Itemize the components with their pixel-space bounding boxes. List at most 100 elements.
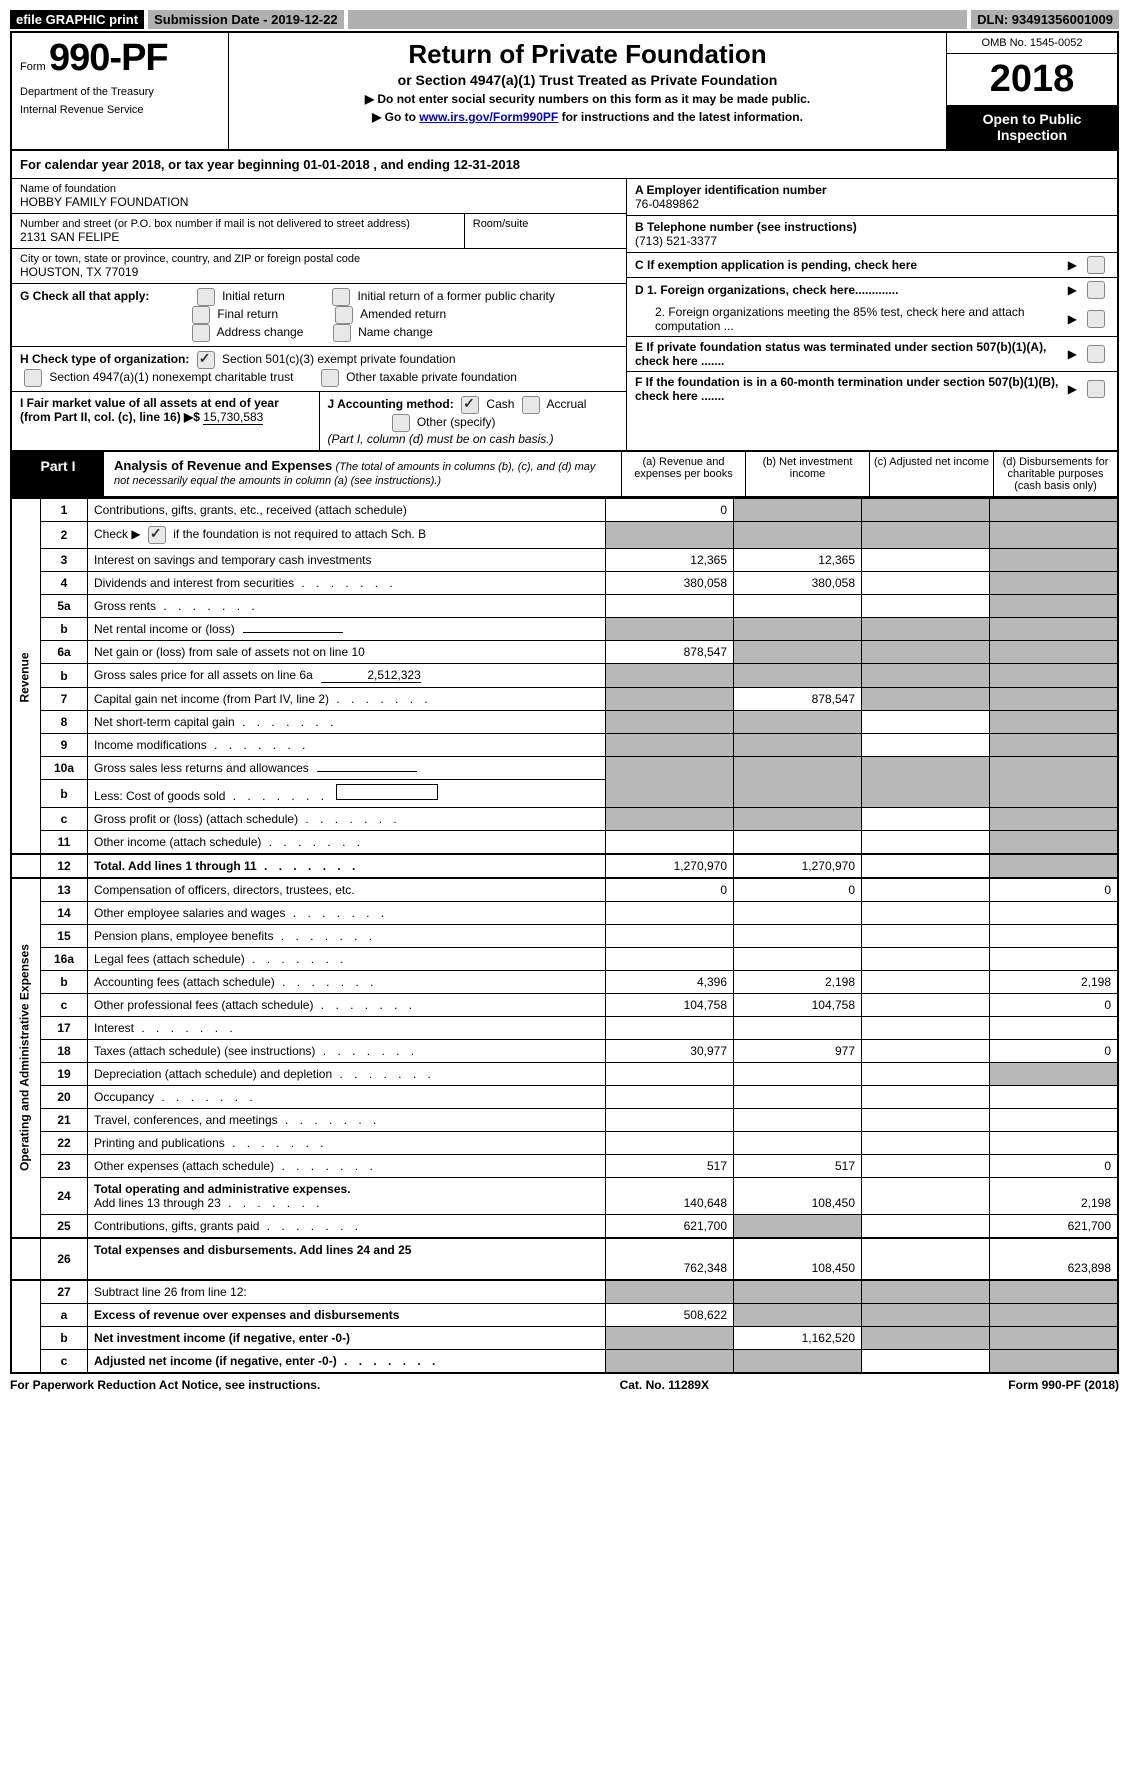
j-label: J Accounting method: bbox=[328, 397, 454, 411]
amt-a: 878,547 bbox=[606, 641, 734, 664]
form-header: Form 990-PF Department of the Treasury I… bbox=[10, 31, 1119, 151]
addr-label: Number and street (or P.O. box number if… bbox=[20, 218, 456, 230]
table-row: 14Other employee salaries and wages bbox=[11, 902, 1118, 925]
line-desc: Total. Add lines 1 through 11 bbox=[88, 854, 606, 878]
cb-85-test[interactable] bbox=[1087, 310, 1105, 328]
line-desc: Dividends and interest from securities bbox=[88, 572, 606, 595]
cb-initial-return[interactable] bbox=[197, 288, 215, 306]
line-desc: Capital gain net income (from Part IV, l… bbox=[88, 688, 606, 711]
amt-b: 1,270,970 bbox=[734, 854, 862, 878]
cb-final-return[interactable] bbox=[192, 306, 210, 324]
table-row: Operating and Administrative Expenses 13… bbox=[11, 878, 1118, 902]
section-g: G Check all that apply: Initial return I… bbox=[12, 284, 626, 347]
irs-link[interactable]: www.irs.gov/Form990PF bbox=[419, 110, 558, 124]
footer-right: Form 990-PF (2018) bbox=[1008, 1378, 1119, 1392]
part1-header: Part I Analysis of Revenue and Expenses … bbox=[10, 452, 1119, 498]
omb-number: OMB No. 1545-0052 bbox=[947, 33, 1117, 54]
cb-other-method[interactable] bbox=[392, 414, 410, 432]
table-row: 26 Total expenses and disbursements. Add… bbox=[11, 1238, 1118, 1280]
cb-other-taxable[interactable] bbox=[321, 369, 339, 387]
table-row: 6a Net gain or (loss) from sale of asset… bbox=[11, 641, 1118, 664]
table-row: 20Occupancy bbox=[11, 1086, 1118, 1109]
amt-b: 878,547 bbox=[734, 688, 862, 711]
line-desc: Other income (attach schedule) bbox=[88, 831, 606, 855]
amt-b: 12,365 bbox=[734, 549, 862, 572]
cb-amended[interactable] bbox=[335, 306, 353, 324]
line-num: 10a bbox=[41, 757, 88, 780]
table-row: Revenue 1 Contributions, gifts, grants, … bbox=[11, 499, 1118, 522]
line-num: 1 bbox=[41, 499, 88, 522]
cb-exemption-pending[interactable] bbox=[1087, 256, 1105, 274]
table-row: 27Subtract line 26 from line 12: bbox=[11, 1280, 1118, 1304]
submission-date: Submission Date - 2019-12-22 bbox=[148, 10, 344, 29]
table-row: bAccounting fees (attach schedule) 4,396… bbox=[11, 971, 1118, 994]
table-row: aExcess of revenue over expenses and dis… bbox=[11, 1304, 1118, 1327]
line-num: b bbox=[41, 664, 88, 688]
line-num: 9 bbox=[41, 734, 88, 757]
goto-line: ▶ Go to www.irs.gov/Form990PF for instru… bbox=[235, 110, 940, 124]
table-row: 17Interest bbox=[11, 1017, 1118, 1040]
table-row: 5a Gross rents bbox=[11, 595, 1118, 618]
efile-label: efile GRAPHIC print bbox=[10, 10, 144, 29]
expenses-sidebar: Operating and Administrative Expenses bbox=[11, 878, 41, 1238]
table-row: 15Pension plans, employee benefits bbox=[11, 925, 1118, 948]
name-label: Name of foundation bbox=[20, 183, 618, 195]
goto-suffix: for instructions and the latest informat… bbox=[562, 110, 803, 124]
cogs-input[interactable] bbox=[336, 784, 438, 800]
amt-c bbox=[862, 499, 990, 522]
amt-b: 380,058 bbox=[734, 572, 862, 595]
table-row: 2 Check ▶ if the foundation is not requi… bbox=[11, 522, 1118, 549]
j-cash: Cash bbox=[486, 397, 514, 411]
amt-a: 0 bbox=[606, 878, 734, 902]
line-desc: Interest on savings and temporary cash i… bbox=[88, 549, 606, 572]
cb-terminated[interactable] bbox=[1087, 345, 1105, 363]
public-inspection: Open to Public Inspection bbox=[947, 105, 1117, 149]
ein-value: 76-0489862 bbox=[635, 197, 1109, 211]
line-desc: Check ▶ if the foundation is not require… bbox=[88, 522, 606, 549]
check-prefix: Check ▶ bbox=[94, 527, 141, 541]
cb-60month[interactable] bbox=[1087, 380, 1105, 398]
h-opt1: Section 501(c)(3) exempt private foundat… bbox=[222, 352, 455, 366]
amt-a: 0 bbox=[606, 499, 734, 522]
table-row: b Net rental income or (loss) bbox=[11, 618, 1118, 641]
line-num: 3 bbox=[41, 549, 88, 572]
cb-accrual[interactable] bbox=[522, 396, 540, 414]
line-num: 7 bbox=[41, 688, 88, 711]
cb-initial-former[interactable] bbox=[332, 288, 350, 306]
table-row: 22Printing and publications bbox=[11, 1132, 1118, 1155]
city-value: HOUSTON, TX 77019 bbox=[20, 265, 618, 279]
h-label: H Check type of organization: bbox=[20, 352, 189, 366]
ein-label: A Employer identification number bbox=[635, 183, 1109, 197]
calendar-year-row: For calendar year 2018, or tax year begi… bbox=[10, 151, 1119, 179]
gross-sales-returns[interactable] bbox=[317, 771, 417, 772]
table-row: 10a Gross sales less returns and allowan… bbox=[11, 757, 1118, 780]
cb-4947[interactable] bbox=[24, 369, 42, 387]
line-desc: Net short-term capital gain bbox=[88, 711, 606, 734]
form-prefix: Form bbox=[20, 61, 46, 73]
line-desc: Less: Cost of goods sold bbox=[88, 780, 606, 808]
line-desc: Gross sales price for all assets on line… bbox=[88, 664, 606, 688]
cb-sch-b[interactable] bbox=[148, 526, 166, 544]
line-desc: Net rental income or (loss) bbox=[88, 618, 606, 641]
line-num: 5a bbox=[41, 595, 88, 618]
line-desc: Gross sales less returns and allowances bbox=[88, 757, 606, 780]
calyear-prefix: For calendar year 2018, or tax year begi… bbox=[20, 157, 303, 172]
cb-cash[interactable] bbox=[461, 396, 479, 414]
line-num: 11 bbox=[41, 831, 88, 855]
g-opt4: Amended return bbox=[360, 307, 446, 321]
cb-foreign-org[interactable] bbox=[1087, 281, 1105, 299]
cb-501c3[interactable] bbox=[197, 351, 215, 369]
j-note: (Part I, column (d) must be on cash basi… bbox=[328, 432, 554, 446]
foundation-name: HOBBY FAMILY FOUNDATION bbox=[20, 195, 618, 209]
g-opt3: Final return bbox=[217, 307, 278, 321]
cb-address-change[interactable] bbox=[192, 324, 210, 342]
g-opt2: Initial return of a former public charit… bbox=[357, 289, 554, 303]
line-num: 4 bbox=[41, 572, 88, 595]
table-row: cOther professional fees (attach schedul… bbox=[11, 994, 1118, 1017]
col-a-header: (a) Revenue and expenses per books bbox=[621, 452, 745, 496]
cb-name-change[interactable] bbox=[333, 324, 351, 342]
line-num: b bbox=[41, 618, 88, 641]
rental-input[interactable] bbox=[243, 632, 343, 633]
form-number: 990-PF bbox=[49, 37, 168, 79]
line-num: 2 bbox=[41, 522, 88, 549]
